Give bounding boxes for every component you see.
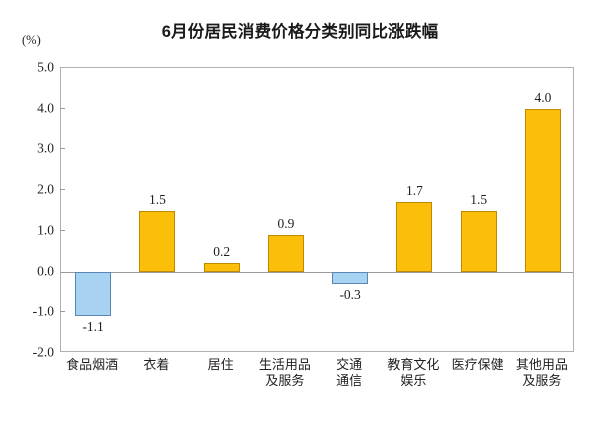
y-axis-tick-label: -1.0 [32, 303, 54, 319]
y-axis-tick-label: 3.0 [37, 140, 54, 156]
x-axis-category-label: 衣着 [143, 357, 170, 372]
zero-baseline [61, 271, 573, 273]
y-axis-tick-mark [60, 311, 65, 313]
y-axis-unit-label: (%) [22, 33, 41, 47]
bar-value-label: -1.1 [82, 319, 104, 335]
bar[interactable] [203, 263, 240, 272]
bar-value-label: 1.5 [148, 191, 166, 207]
x-axis-category-label: 交通 通信 [336, 357, 363, 388]
bar[interactable] [460, 210, 497, 272]
x-axis-category-label: 居住 [207, 357, 234, 372]
y-axis-tick-mark [60, 148, 65, 150]
bar[interactable] [524, 108, 561, 272]
chart-title: 6月份居民消费价格分类别同比涨跌幅 [161, 23, 439, 41]
y-axis-tick-mark [60, 107, 65, 109]
bar[interactable] [139, 210, 176, 272]
x-axis-category-label: 医疗保健 [451, 357, 504, 372]
x-axis-category-label: 生活用品 及服务 [258, 357, 311, 388]
bar-value-label: -0.3 [339, 286, 361, 302]
bar[interactable] [396, 202, 433, 272]
bar[interactable] [332, 271, 369, 284]
y-axis: 5.0 4.0 3.0 2.0 1.0 0.0 -1.0 -2.0 [0, 0, 54, 426]
bar[interactable] [75, 271, 112, 317]
y-axis-tick-label: 1.0 [37, 222, 54, 238]
bar-value-label: 0.2 [213, 244, 231, 260]
x-axis-category-label: 食品烟酒 [66, 357, 119, 372]
bar-value-label: 4.0 [534, 89, 552, 105]
y-axis-tick-label: 2.0 [37, 181, 54, 197]
y-axis-tick-label: 5.0 [37, 59, 54, 75]
bar-value-label: 0.9 [277, 215, 295, 231]
x-axis-category-label: 教育文化 娱乐 [387, 357, 440, 388]
y-axis-tick-label: 0.0 [37, 262, 54, 278]
bar[interactable] [267, 234, 304, 272]
y-axis-tick-mark [60, 229, 65, 231]
bar-value-label: 1.5 [470, 191, 488, 207]
y-axis-tick-label: 4.0 [37, 99, 54, 115]
x-axis-category-label: 其他用品 及服务 [515, 357, 568, 388]
y-axis-tick-mark [60, 189, 65, 191]
y-axis-tick-label: -2.0 [32, 344, 54, 360]
plot-area: -1.1 1.5 0.2 0.9 -0.3 1.7 1.5 4.0 [60, 67, 574, 352]
bar-value-label: 1.7 [405, 183, 423, 199]
